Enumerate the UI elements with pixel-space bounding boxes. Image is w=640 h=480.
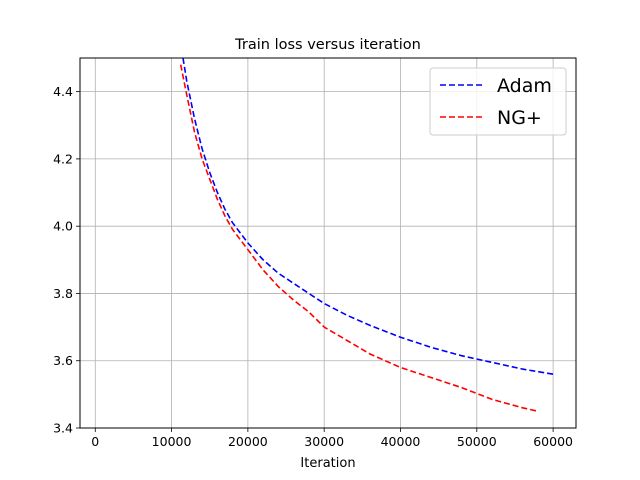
series-line-adam (182, 58, 554, 375)
x-axis-label: Iteration (300, 456, 355, 471)
legend: Adam NG+ (429, 67, 567, 136)
series-line-ng (179, 64, 538, 412)
y-tick-label: 3.6 (53, 353, 73, 368)
plot-frame (79, 57, 577, 429)
x-tick-label: 60000 (533, 434, 573, 449)
chart-title: Train loss versus iteration (234, 37, 421, 53)
y-tick-label: 3.8 (53, 286, 73, 301)
x-tick-label: 0 (91, 434, 99, 449)
y-tick-label: 4.0 (53, 219, 73, 234)
y-tick-label: 4.4 (53, 84, 73, 99)
x-tick-label: 40000 (381, 434, 421, 449)
legend-label-ng-plus: NG+ (497, 107, 542, 129)
y-tick-label: 4.2 (53, 151, 73, 166)
series-lines (179, 58, 554, 412)
x-tick-label: 30000 (304, 434, 344, 449)
x-tick-label: 50000 (457, 434, 497, 449)
x-tick-label: 20000 (228, 434, 268, 449)
legend-label-adam: Adam (497, 75, 552, 97)
y-tick-label: 3.4 (53, 421, 73, 436)
x-tick-label: 10000 (152, 434, 192, 449)
axis-ticks: 0 10000 20000 30000 40000 50000 60000 3.4 3.6 3.8… (53, 84, 573, 449)
